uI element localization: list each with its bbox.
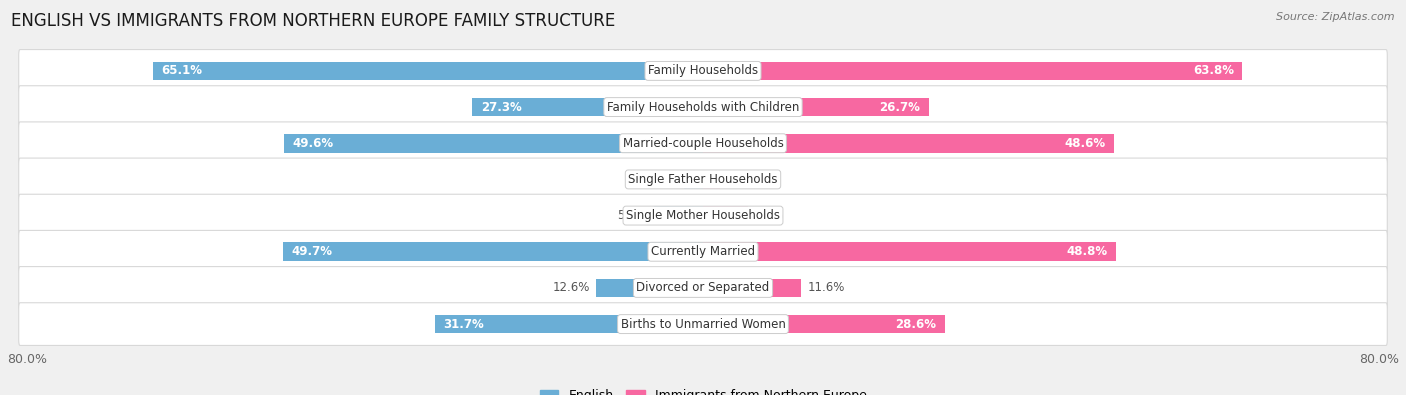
- FancyBboxPatch shape: [18, 194, 1388, 237]
- FancyBboxPatch shape: [18, 122, 1388, 165]
- Text: 65.1%: 65.1%: [162, 64, 202, 77]
- Bar: [703, 315, 945, 333]
- Bar: [153, 62, 703, 80]
- Text: 49.6%: 49.6%: [292, 137, 333, 150]
- Text: 31.7%: 31.7%: [443, 318, 484, 331]
- Text: 5.8%: 5.8%: [617, 209, 647, 222]
- Bar: [703, 278, 801, 297]
- FancyBboxPatch shape: [18, 303, 1388, 346]
- Text: 28.6%: 28.6%: [896, 318, 936, 331]
- Text: Family Households with Children: Family Households with Children: [607, 101, 799, 114]
- Bar: [703, 243, 1115, 261]
- Text: Divorced or Separated: Divorced or Separated: [637, 281, 769, 294]
- Text: Single Father Households: Single Father Households: [628, 173, 778, 186]
- Text: Family Households: Family Households: [648, 64, 758, 77]
- Text: 26.7%: 26.7%: [879, 101, 921, 114]
- Text: 2.0%: 2.0%: [727, 173, 756, 186]
- Bar: [703, 134, 1114, 152]
- Bar: [434, 315, 703, 333]
- Text: 49.7%: 49.7%: [291, 245, 332, 258]
- Text: 12.6%: 12.6%: [553, 281, 589, 294]
- Text: 48.6%: 48.6%: [1064, 137, 1105, 150]
- Text: Births to Unmarried Women: Births to Unmarried Women: [620, 318, 786, 331]
- Text: Source: ZipAtlas.com: Source: ZipAtlas.com: [1277, 12, 1395, 22]
- Bar: [284, 134, 703, 152]
- Text: Single Mother Households: Single Mother Households: [626, 209, 780, 222]
- Bar: [472, 98, 703, 117]
- Text: 11.6%: 11.6%: [808, 281, 845, 294]
- Text: 2.3%: 2.3%: [647, 173, 676, 186]
- Bar: [683, 170, 703, 189]
- FancyBboxPatch shape: [18, 86, 1388, 128]
- Bar: [703, 98, 929, 117]
- FancyBboxPatch shape: [18, 49, 1388, 92]
- Bar: [703, 170, 720, 189]
- Bar: [283, 243, 703, 261]
- FancyBboxPatch shape: [18, 230, 1388, 273]
- Text: 27.3%: 27.3%: [481, 101, 522, 114]
- FancyBboxPatch shape: [18, 158, 1388, 201]
- FancyBboxPatch shape: [18, 267, 1388, 309]
- Text: 5.3%: 5.3%: [755, 209, 785, 222]
- Text: 63.8%: 63.8%: [1192, 64, 1234, 77]
- Text: Currently Married: Currently Married: [651, 245, 755, 258]
- Text: ENGLISH VS IMMIGRANTS FROM NORTHERN EUROPE FAMILY STRUCTURE: ENGLISH VS IMMIGRANTS FROM NORTHERN EURO…: [11, 12, 616, 30]
- Bar: [596, 278, 703, 297]
- Text: 48.8%: 48.8%: [1066, 245, 1107, 258]
- Legend: English, Immigrants from Northern Europe: English, Immigrants from Northern Europe: [534, 384, 872, 395]
- Text: Married-couple Households: Married-couple Households: [623, 137, 783, 150]
- Bar: [703, 206, 748, 225]
- Bar: [703, 62, 1243, 80]
- Bar: [654, 206, 703, 225]
